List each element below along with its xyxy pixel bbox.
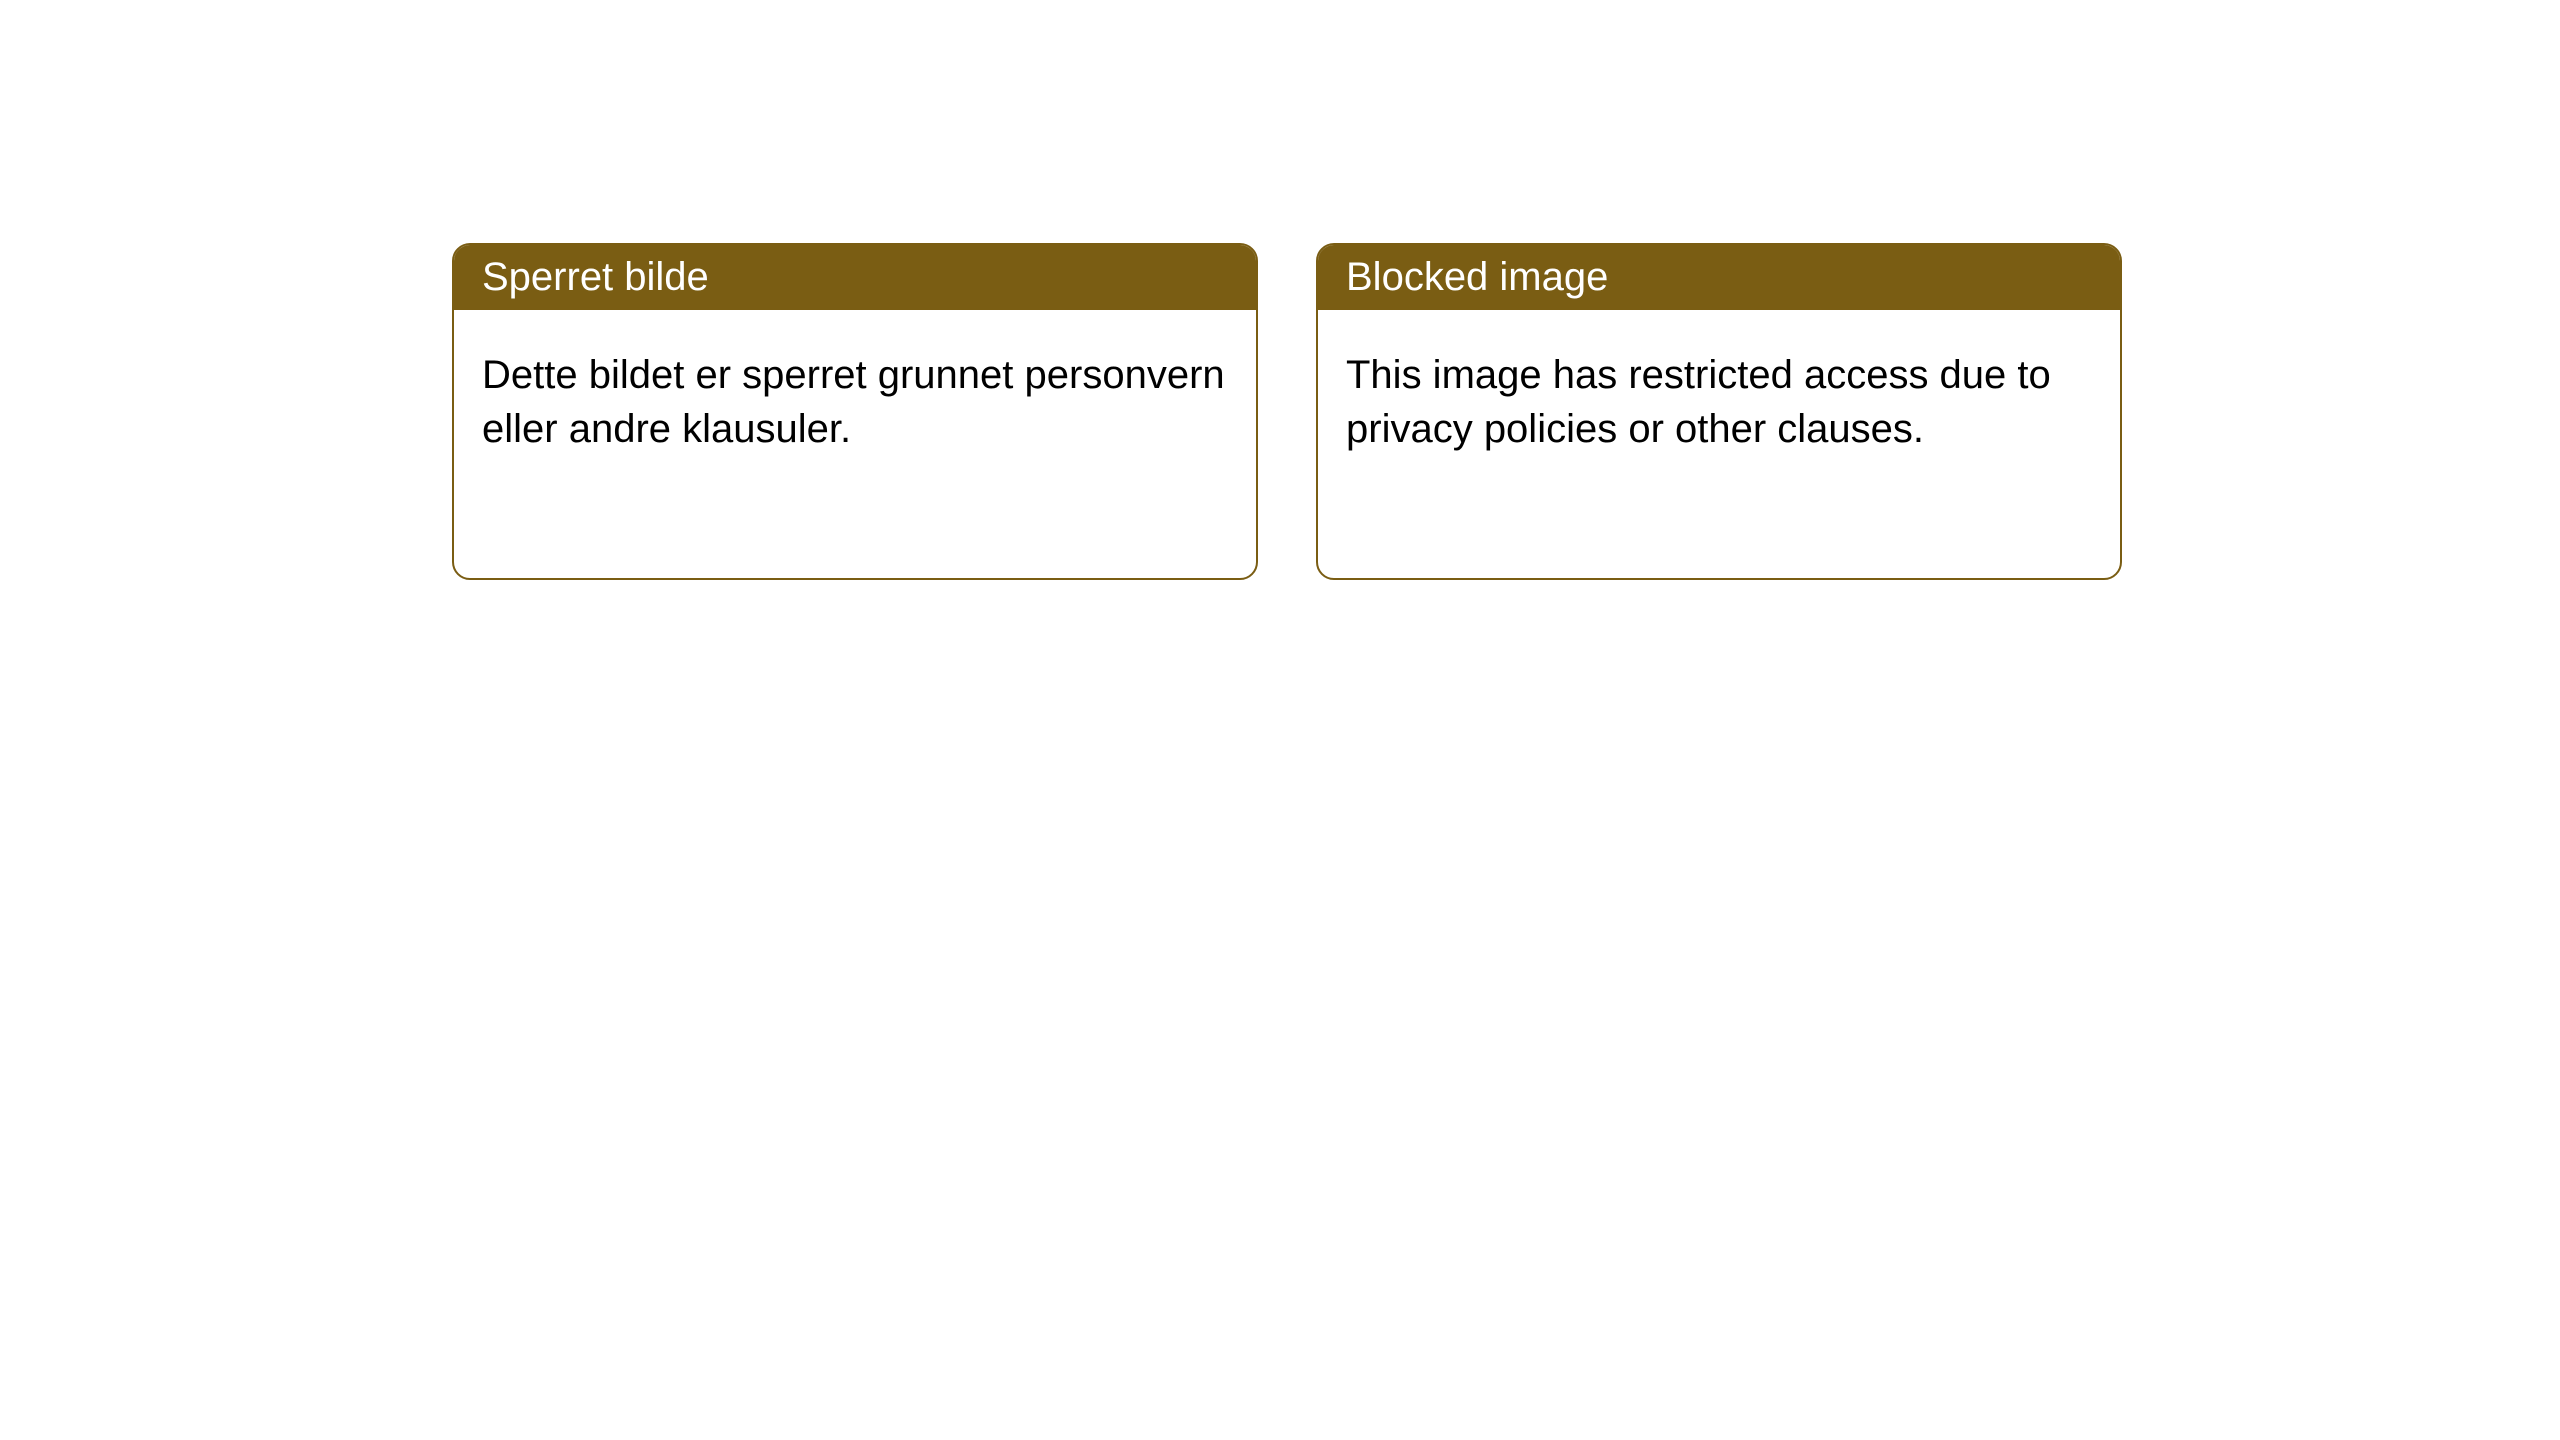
notice-card-norwegian: Sperret bilde Dette bildet er sperret gr… bbox=[452, 243, 1258, 580]
notice-body: Dette bildet er sperret grunnet personve… bbox=[454, 310, 1256, 494]
notice-container: Sperret bilde Dette bildet er sperret gr… bbox=[0, 0, 2560, 580]
notice-title: Sperret bilde bbox=[454, 245, 1256, 310]
notice-title: Blocked image bbox=[1318, 245, 2120, 310]
notice-card-english: Blocked image This image has restricted … bbox=[1316, 243, 2122, 580]
notice-body: This image has restricted access due to … bbox=[1318, 310, 2120, 494]
